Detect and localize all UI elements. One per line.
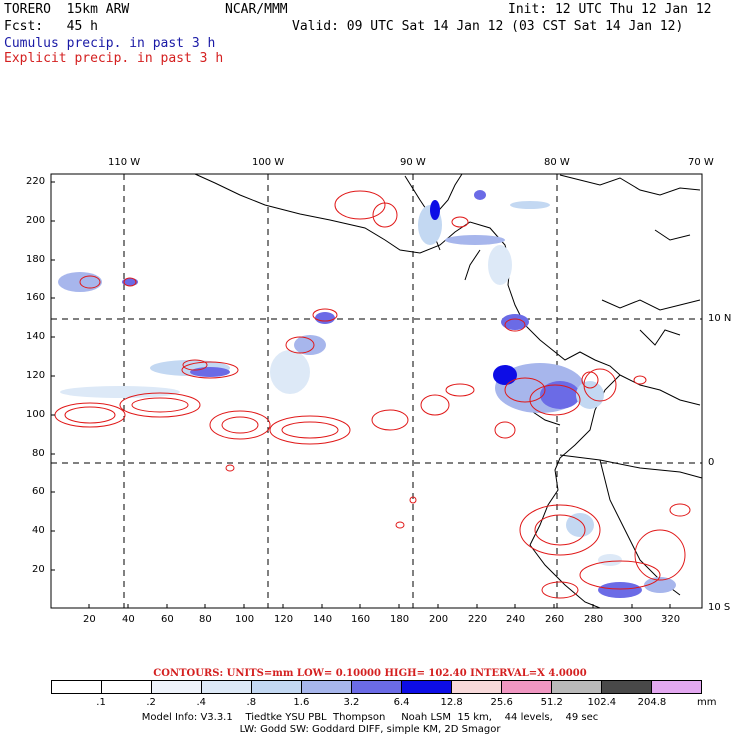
colorbar-label: 1.6 <box>293 697 310 708</box>
lat-label: 10 S <box>708 602 731 613</box>
forecast-hour: Fcst: 45 h <box>4 19 98 34</box>
colorbar-swatch <box>52 681 102 693</box>
x-tick: 220 <box>468 614 488 625</box>
colorbar-label: 204.8 <box>637 697 667 708</box>
coastlines <box>194 173 703 609</box>
x-tick: 60 <box>161 614 174 625</box>
model-info-line1: Model Info: V3.3.1 Tiedtke YSU PBL Thomp… <box>141 712 599 723</box>
y-tick: 160 <box>26 292 46 303</box>
colorbar-swatch <box>152 681 202 693</box>
colorbar-label: 51.2 <box>540 697 563 708</box>
colorbar-swatch <box>652 681 701 693</box>
x-tick: 240 <box>506 614 526 625</box>
cumulus-precip <box>58 190 676 598</box>
colorbar-swatch <box>402 681 452 693</box>
y-tick: 200 <box>26 215 46 226</box>
colorbar-label: .1 <box>96 697 106 708</box>
colorbar-label: 6.4 <box>393 697 410 708</box>
lon-label: 80 W <box>544 157 570 168</box>
colorbar-swatch <box>302 681 352 693</box>
colorbar-unit: mm <box>697 697 717 708</box>
axis-ticks <box>51 181 671 608</box>
explicit-legend-label: Explicit precip. in past 3 h <box>4 51 224 66</box>
x-tick: 100 <box>235 614 255 625</box>
x-tick: 280 <box>584 614 604 625</box>
colorbar-label: 3.2 <box>343 697 360 708</box>
x-tick: 80 <box>199 614 212 625</box>
y-tick: 100 <box>26 409 46 420</box>
colorbar-swatch <box>452 681 502 693</box>
y-tick: 40 <box>32 525 45 536</box>
colorbar-swatch <box>102 681 152 693</box>
lon-label: 70 W <box>688 157 714 168</box>
y-tick: 60 <box>32 486 45 497</box>
y-tick: 120 <box>26 370 46 381</box>
lon-label: 90 W <box>400 157 426 168</box>
lat-lon-grid <box>51 174 702 608</box>
lon-label: 110 W <box>108 157 141 168</box>
x-tick: 260 <box>545 614 565 625</box>
lat-label: 0 <box>708 457 715 468</box>
colorbar-label: .2 <box>146 697 156 708</box>
colorbar-label: 102.4 <box>587 697 617 708</box>
colorbar-swatch <box>502 681 552 693</box>
y-tick: 220 <box>26 176 46 187</box>
colorbar-swatch <box>552 681 602 693</box>
init-time: Init: 12 UTC Thu 12 Jan 12 <box>508 2 712 17</box>
x-tick: 180 <box>390 614 410 625</box>
lat-label: 10 N <box>708 313 732 324</box>
colorbar <box>51 680 702 694</box>
valid-time: Valid: 09 UTC Sat 14 Jan 12 (03 CST Sat … <box>292 19 684 34</box>
contours-info: CONTOURS: UNITS=mm LOW= 0.10000 HIGH= 10… <box>153 668 587 679</box>
y-tick: 140 <box>26 331 46 342</box>
colorbar-swatch <box>202 681 252 693</box>
colorbar-label: 25.6 <box>490 697 513 708</box>
colorbar-swatch <box>252 681 302 693</box>
x-tick: 40 <box>122 614 135 625</box>
x-tick: 320 <box>661 614 681 625</box>
cumulus-legend-label: Cumulus precip. in past 3 h <box>4 36 216 51</box>
lon-label: 100 W <box>252 157 285 168</box>
x-tick: 140 <box>313 614 333 625</box>
y-tick: 80 <box>32 448 45 459</box>
colorbar-swatch <box>352 681 402 693</box>
explicit-precip-contours <box>54 190 691 599</box>
colorbar-swatch <box>602 681 652 693</box>
x-tick: 20 <box>83 614 96 625</box>
x-tick: 300 <box>623 614 643 625</box>
x-tick: 200 <box>429 614 449 625</box>
org-label: NCAR/MMM <box>225 2 288 17</box>
model-name: TORERO 15km ARW <box>4 2 130 17</box>
y-tick: 20 <box>32 564 45 575</box>
colorbar-label: .4 <box>196 697 206 708</box>
colorbar-label: .8 <box>246 697 257 708</box>
y-tick: 180 <box>26 254 46 265</box>
colorbar-label: 12.8 <box>440 697 463 708</box>
x-tick: 160 <box>351 614 371 625</box>
model-info-line2: LW: Godd SW: Goddard DIFF, simple KM, 2D… <box>239 724 501 735</box>
x-tick: 120 <box>274 614 294 625</box>
